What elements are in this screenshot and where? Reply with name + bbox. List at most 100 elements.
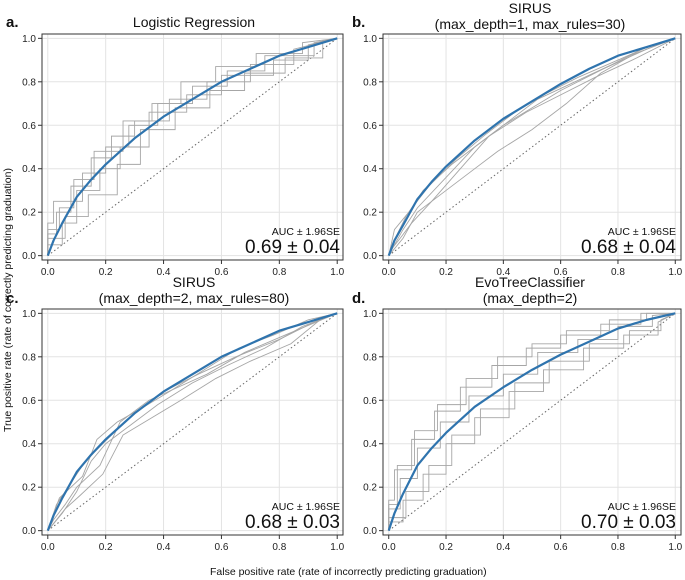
chance-diagonal [47, 312, 338, 532]
plot-c: 0.0 0.0 0.2 0.2 0.4 0.4 0.6 0.6 0.8 0.8 1.0 1.0 [22, 308, 345, 553]
fold-roc-curve [47, 312, 338, 531]
y-tick-label: 0.4 [363, 164, 377, 175]
x-tick-label: 1.0 [330, 267, 344, 278]
plot-frame [41, 308, 344, 536]
fold-roc-curve [388, 312, 676, 531]
fold-roc-curve [388, 37, 676, 256]
fold-roc-curve [47, 312, 338, 531]
fold-roc-curve [47, 312, 338, 531]
mean-roc-curve [46, 37, 338, 257]
fold-roc-curve [388, 37, 676, 256]
x-tick-label: 0.4 [157, 542, 171, 553]
panel-title-line: EvoTreeClassifier [475, 274, 585, 290]
x-tick-label: 1.0 [668, 267, 682, 278]
auc-label: AUC ± 1.96SE [271, 226, 340, 238]
y-tick-label: 0.8 [363, 352, 377, 363]
y-tick-label: 0.6 [22, 396, 36, 407]
x-tick-label: 0.4 [496, 542, 510, 553]
y-tick-label: 0.6 [22, 121, 36, 132]
x-tick-label: 0.0 [382, 542, 396, 553]
y-tick-label: 0.8 [22, 352, 36, 363]
panel-letter: b. [352, 14, 366, 31]
x-tick-label: 0.8 [272, 267, 286, 278]
plot-frame [382, 33, 682, 261]
fold-roc-curve [388, 312, 676, 531]
mean-roc-curve [387, 312, 676, 531]
plot-frame [382, 308, 682, 536]
y-tick-label: 0.0 [22, 526, 36, 537]
y-tick-label: 0.2 [363, 483, 377, 494]
x-tick-label: 0.8 [611, 267, 625, 278]
fold-roc-curve [47, 37, 338, 256]
x-tick-label: 0.4 [157, 267, 171, 278]
auc-value: 0.70 ± 0.03 [581, 512, 676, 533]
x-tick-label: 0.4 [496, 267, 510, 278]
x-tick-label: 0.0 [41, 542, 55, 553]
y-tick-label: 0.0 [363, 526, 377, 537]
plot-a: 0.0 0.0 0.2 0.2 0.4 0.4 0.6 0.6 0.8 0.8 1.0 1.0 [22, 33, 345, 278]
y-tick-label: 1.0 [363, 34, 377, 45]
x-tick-label: 0.2 [99, 542, 113, 553]
fold-roc-curve [47, 37, 338, 256]
x-tick-label: 0.6 [554, 267, 568, 278]
y-axis-label: True positive rate (rate of correctly pr… [2, 168, 14, 432]
panel-letter: c. [6, 290, 19, 307]
panel-title-line: (max_depth=2, max_rules=80) [98, 290, 290, 306]
y-tick-label: 0.8 [22, 77, 36, 88]
y-tick-label: 1.0 [363, 309, 377, 320]
y-tick-label: 0.2 [363, 208, 377, 219]
panel-title: SIRUS (max_depth=2, max_rules=80) [44, 274, 344, 306]
fold-roc-curve [47, 37, 338, 256]
x-tick-label: 0.2 [439, 267, 453, 278]
x-tick-label: 0.2 [439, 542, 453, 553]
mean-roc-curve [46, 312, 338, 532]
fold-roc-curve [388, 312, 676, 531]
y-tick-label: 0.0 [22, 251, 36, 262]
x-tick-label: 1.0 [330, 542, 344, 553]
auc-label: AUC ± 1.96SE [607, 501, 676, 513]
y-tick-label: 0.4 [22, 164, 36, 175]
panel-title: EvoTreeClassifier (max_depth=2) [380, 274, 680, 306]
fold-roc-curve [388, 312, 676, 531]
y-tick-label: 0.0 [363, 251, 377, 262]
x-tick-label: 0.6 [214, 542, 228, 553]
fold-roc-curve [47, 37, 338, 256]
x-tick-label: 0.2 [99, 267, 113, 278]
panel-title: SIRUS (max_depth=1, max_rules=30) [380, 0, 680, 32]
fold-roc-curve [47, 37, 338, 256]
panel-title-line: SIRUS [172, 274, 216, 290]
auc-value: 0.68 ± 0.03 [245, 512, 340, 533]
fold-roc-curve [388, 37, 676, 256]
plot-b: 0.0 0.0 0.2 0.2 0.4 0.4 0.6 0.6 0.8 0.8 1.0 1.0 [363, 33, 683, 278]
auc-value: 0.69 ± 0.04 [245, 237, 340, 258]
x-axis-label: False positive rate (rate of incorrectly… [210, 566, 487, 578]
chance-diagonal [388, 37, 676, 257]
fold-roc-curve [47, 312, 338, 531]
y-tick-label: 0.8 [363, 77, 377, 88]
panel-title-line: SIRUS [508, 0, 552, 16]
panel-title: Logistic Regression [44, 14, 344, 30]
y-tick-label: 1.0 [22, 309, 36, 320]
plot-frame [41, 33, 344, 261]
x-tick-label: 0.6 [554, 542, 568, 553]
fold-roc-curve [388, 37, 676, 256]
x-tick-label: 0.8 [272, 542, 286, 553]
x-tick-label: 0.6 [214, 267, 228, 278]
y-tick-label: 0.2 [22, 483, 36, 494]
x-tick-label: 1.0 [668, 542, 682, 553]
y-tick-label: 0.6 [363, 121, 377, 132]
x-tick-label: 0.8 [611, 542, 625, 553]
y-tick-label: 0.6 [363, 396, 377, 407]
auc-label: AUC ± 1.96SE [607, 226, 676, 238]
panel-letter: d. [352, 290, 366, 307]
mean-roc-curve [387, 37, 676, 257]
auc-value: 0.68 ± 0.04 [581, 237, 676, 258]
panel-title-line: Logistic Regression [132, 14, 256, 30]
x-tick-label: 0.0 [382, 267, 396, 278]
panel-title-line: (max_depth=2) [482, 290, 578, 306]
y-tick-label: 0.2 [22, 208, 36, 219]
y-tick-label: 1.0 [22, 34, 36, 45]
x-tick-label: 0.0 [41, 267, 55, 278]
panel-letter: a. [6, 14, 19, 31]
y-tick-label: 0.4 [363, 439, 377, 450]
